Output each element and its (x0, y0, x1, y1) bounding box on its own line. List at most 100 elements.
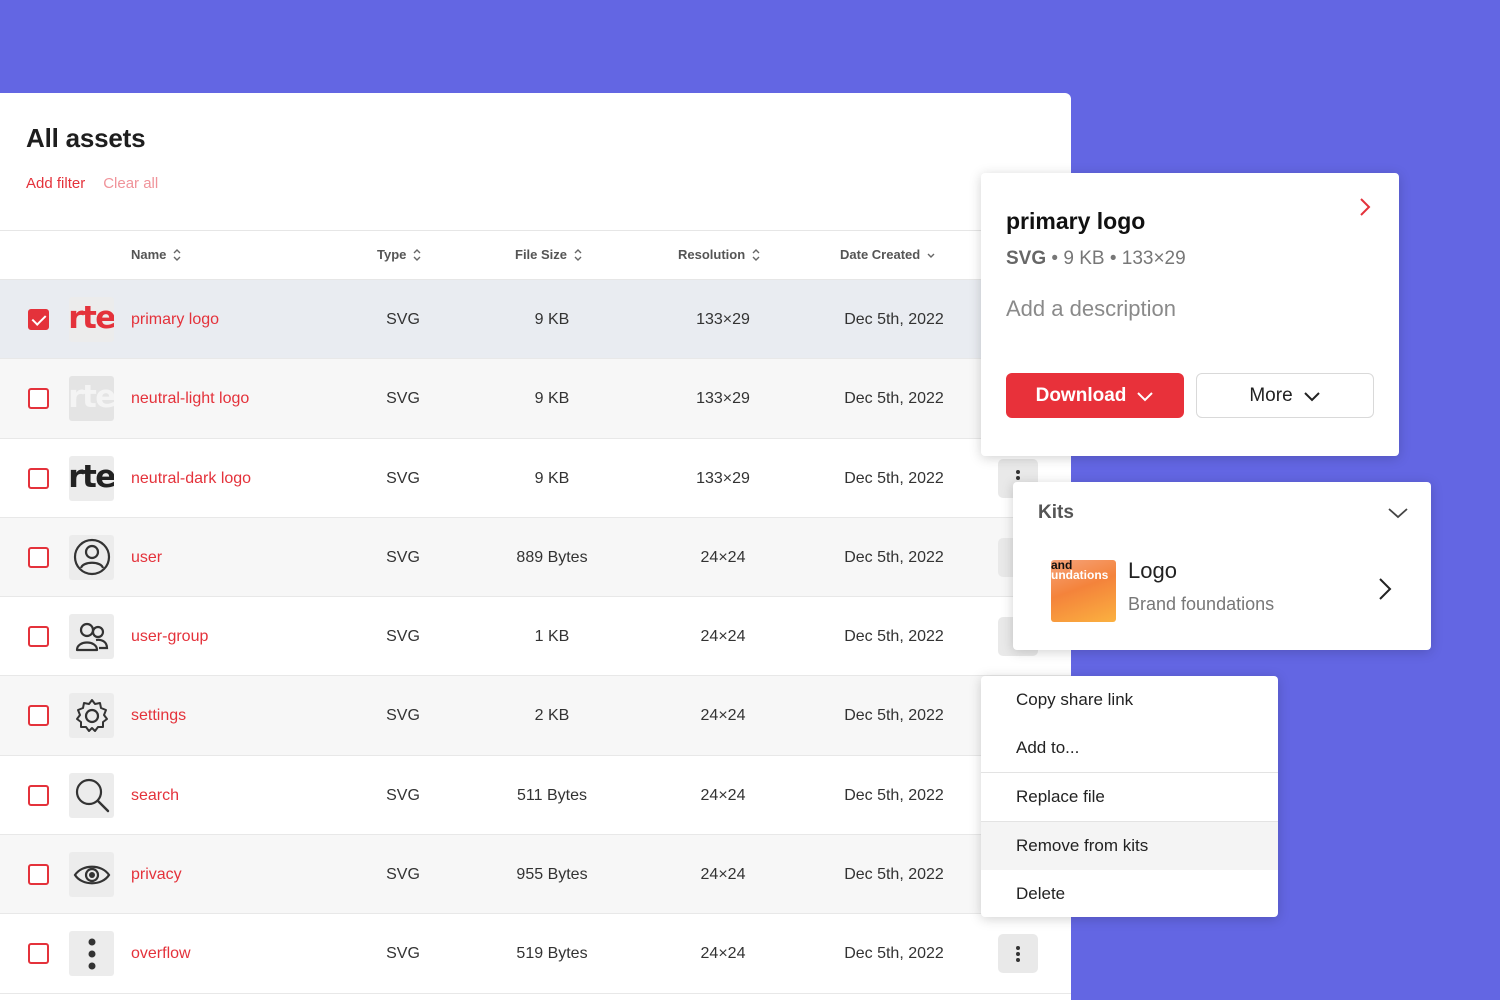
asset-file-size: 1 KB (534, 628, 570, 646)
column-label: File Size (515, 247, 568, 262)
column-label: Resolution (678, 247, 746, 262)
kit-item-logo[interactable]: and undations Logo Brand foundations (1051, 558, 1411, 624)
chevron-right-icon[interactable] (1356, 195, 1374, 219)
menu-item-copy-share-link[interactable]: Copy share link (1016, 690, 1134, 709)
chevron-down-icon[interactable] (1387, 506, 1409, 520)
asset-resolution: 24×24 (700, 866, 746, 884)
asset-date-created: Dec 5th, 2022 (844, 866, 944, 884)
asset-name-link[interactable]: neutral-light logo (131, 390, 250, 408)
asset-date-created: Dec 5th, 2022 (844, 707, 944, 725)
chevron-down-icon (1303, 391, 1320, 401)
table-row[interactable]: user-group SVG 1 KB 24×24 Dec 5th, 2022 (0, 597, 1071, 677)
table-row[interactable]: rte primary logo SVG 9 KB 133×29 Dec 5th, 202… (0, 280, 1071, 360)
search-icon (69, 772, 114, 818)
chevron-right-icon (1379, 578, 1392, 600)
table-header: Name Type File Size Resolution Date Crea… (0, 230, 1071, 280)
chevron-down-icon (927, 253, 935, 258)
column-label: Type (377, 247, 407, 262)
asset-date-created: Dec 5th, 2022 (844, 311, 944, 328)
asset-date-created: Dec 5th, 2022 (844, 786, 944, 804)
asset-file-size: 2 KB (534, 707, 570, 725)
table-row[interactable]: user SVG 889 Bytes 24×24 Dec 5th, 2022 (0, 517, 1071, 598)
asset-name-link[interactable]: privacy (131, 866, 182, 884)
menu-item-add-to[interactable]: Add to... (1016, 738, 1080, 757)
asset-date-created: Dec 5th, 2022 (844, 628, 944, 646)
meta-separator: • (1109, 248, 1117, 269)
detail-size: 9 KB (1063, 248, 1105, 269)
asset-type: SVG (386, 628, 420, 646)
asset-resolution: 24×24 (700, 786, 746, 804)
asset-file-size: 519 Bytes (516, 945, 588, 963)
asset-resolution: 133×29 (696, 390, 750, 408)
logo-thumbnail: rte (69, 455, 114, 501)
table-row[interactable]: rte neutral-dark logo SVG 9 KB 133×29 Dec 5th… (0, 439, 1071, 518)
row-checkbox[interactable] (28, 943, 49, 965)
asset-name-link[interactable]: neutral-dark logo (131, 469, 252, 487)
logo-thumbnail: rte (69, 297, 114, 342)
menu-divider (981, 821, 1278, 822)
asset-file-size: 9 KB (534, 469, 570, 487)
asset-name-link[interactable]: overflow (131, 945, 191, 963)
clear-all-link[interactable]: Clear all (103, 175, 159, 192)
asset-name-link[interactable]: user-group (131, 628, 209, 646)
menu-item-replace-file[interactable]: Replace file (1016, 787, 1105, 806)
row-checkbox[interactable] (28, 546, 49, 568)
table-row[interactable]: settings SVG 2 KB 24×24 Dec 5th, 2022 (0, 676, 1071, 756)
logo-text: rte (69, 300, 114, 336)
menu-divider (981, 772, 1278, 773)
kebab-icon (69, 931, 114, 977)
column-header-date-created[interactable]: Date Created (840, 231, 936, 279)
download-label: Download (1035, 384, 1127, 406)
asset-date-created: Dec 5th, 2022 (844, 945, 944, 963)
asset-name-link[interactable]: user (131, 548, 163, 566)
row-checkbox[interactable] (28, 388, 49, 410)
download-button[interactable]: Download (1006, 373, 1184, 418)
column-header-file-size[interactable]: File Size (515, 231, 583, 279)
row-checkbox[interactable] (28, 784, 49, 806)
detail-meta: SVG • 9 KB • 133×29 (1006, 248, 1186, 270)
column-header-resolution[interactable]: Resolution (678, 231, 761, 279)
kit-name: Logo (1128, 558, 1177, 583)
kit-thumbnail: and undations (1051, 560, 1116, 622)
asset-type: SVG (386, 311, 420, 328)
context-menu: Copy share link Add to... Replace file R… (981, 676, 1278, 917)
menu-item-delete[interactable]: Delete (1016, 884, 1066, 903)
row-actions-button[interactable] (998, 934, 1038, 974)
detail-format: SVG (1006, 248, 1047, 269)
description-field[interactable]: Add a description (1006, 296, 1176, 321)
asset-file-size: 955 Bytes (516, 866, 588, 884)
kit-thumbnail-line: and (1051, 560, 1073, 572)
asset-type: SVG (386, 548, 420, 566)
chevron-down-icon (1137, 391, 1154, 401)
add-filter-link[interactable]: Add filter (26, 175, 86, 192)
more-button[interactable]: More (1196, 373, 1374, 418)
row-checkbox[interactable] (28, 467, 49, 489)
asset-name-link[interactable]: search (131, 786, 180, 804)
column-header-type[interactable]: Type (377, 231, 422, 279)
table-row[interactable]: privacy SVG 955 Bytes 24×24 Dec 5th, 2022 (0, 835, 1071, 915)
sort-icon (752, 249, 760, 261)
table-row[interactable]: rte neutral-light logo SVG 9 KB 133×29 Dec 5t… (0, 359, 1071, 439)
table-row[interactable]: search SVG 511 Bytes 24×24 Dec 5th, 2022 (0, 756, 1071, 836)
asset-type: SVG (386, 786, 420, 804)
kit-thumbnail-line: undations (1051, 568, 1109, 582)
row-checkbox[interactable] (28, 626, 49, 648)
table-row[interactable]: overflow SVG 519 Bytes 24×24 Dec 5th, 2022 (0, 914, 1071, 994)
column-header-name[interactable]: Name (131, 231, 182, 279)
more-label: More (1249, 384, 1293, 406)
asset-name-link[interactable]: settings (131, 707, 187, 725)
assets-panel: All assets Add filter Clear all Name Typ… (0, 93, 1071, 1000)
asset-resolution: 133×29 (696, 469, 750, 487)
user-icon (69, 534, 114, 580)
menu-item-remove-from-kits[interactable]: Remove from kits (981, 822, 1278, 870)
row-checkbox[interactable] (28, 864, 49, 886)
asset-date-created: Dec 5th, 2022 (844, 548, 944, 566)
asset-type: SVG (386, 390, 420, 408)
filter-bar: Add filter Clear all (26, 175, 158, 192)
logo-text: rte (69, 458, 114, 495)
asset-resolution: 24×24 (700, 945, 746, 963)
asset-name-link[interactable]: primary logo (131, 311, 220, 328)
row-checkbox[interactable] (28, 309, 49, 330)
row-checkbox[interactable] (28, 705, 49, 727)
page-title: All assets (26, 123, 146, 153)
